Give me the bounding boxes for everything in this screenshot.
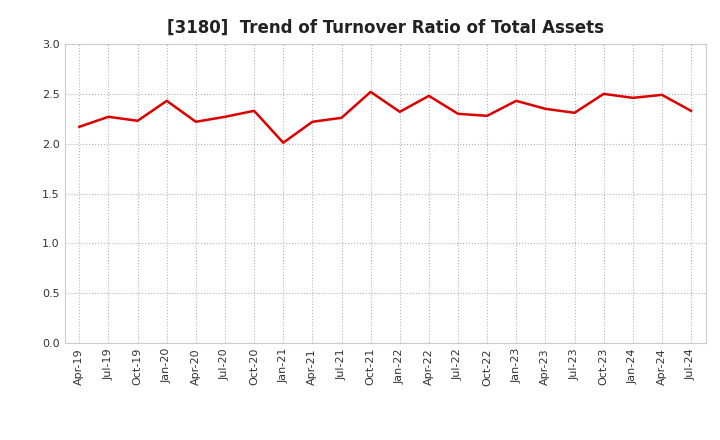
Title: [3180]  Trend of Turnover Ratio of Total Assets: [3180] Trend of Turnover Ratio of Total … <box>167 19 603 37</box>
